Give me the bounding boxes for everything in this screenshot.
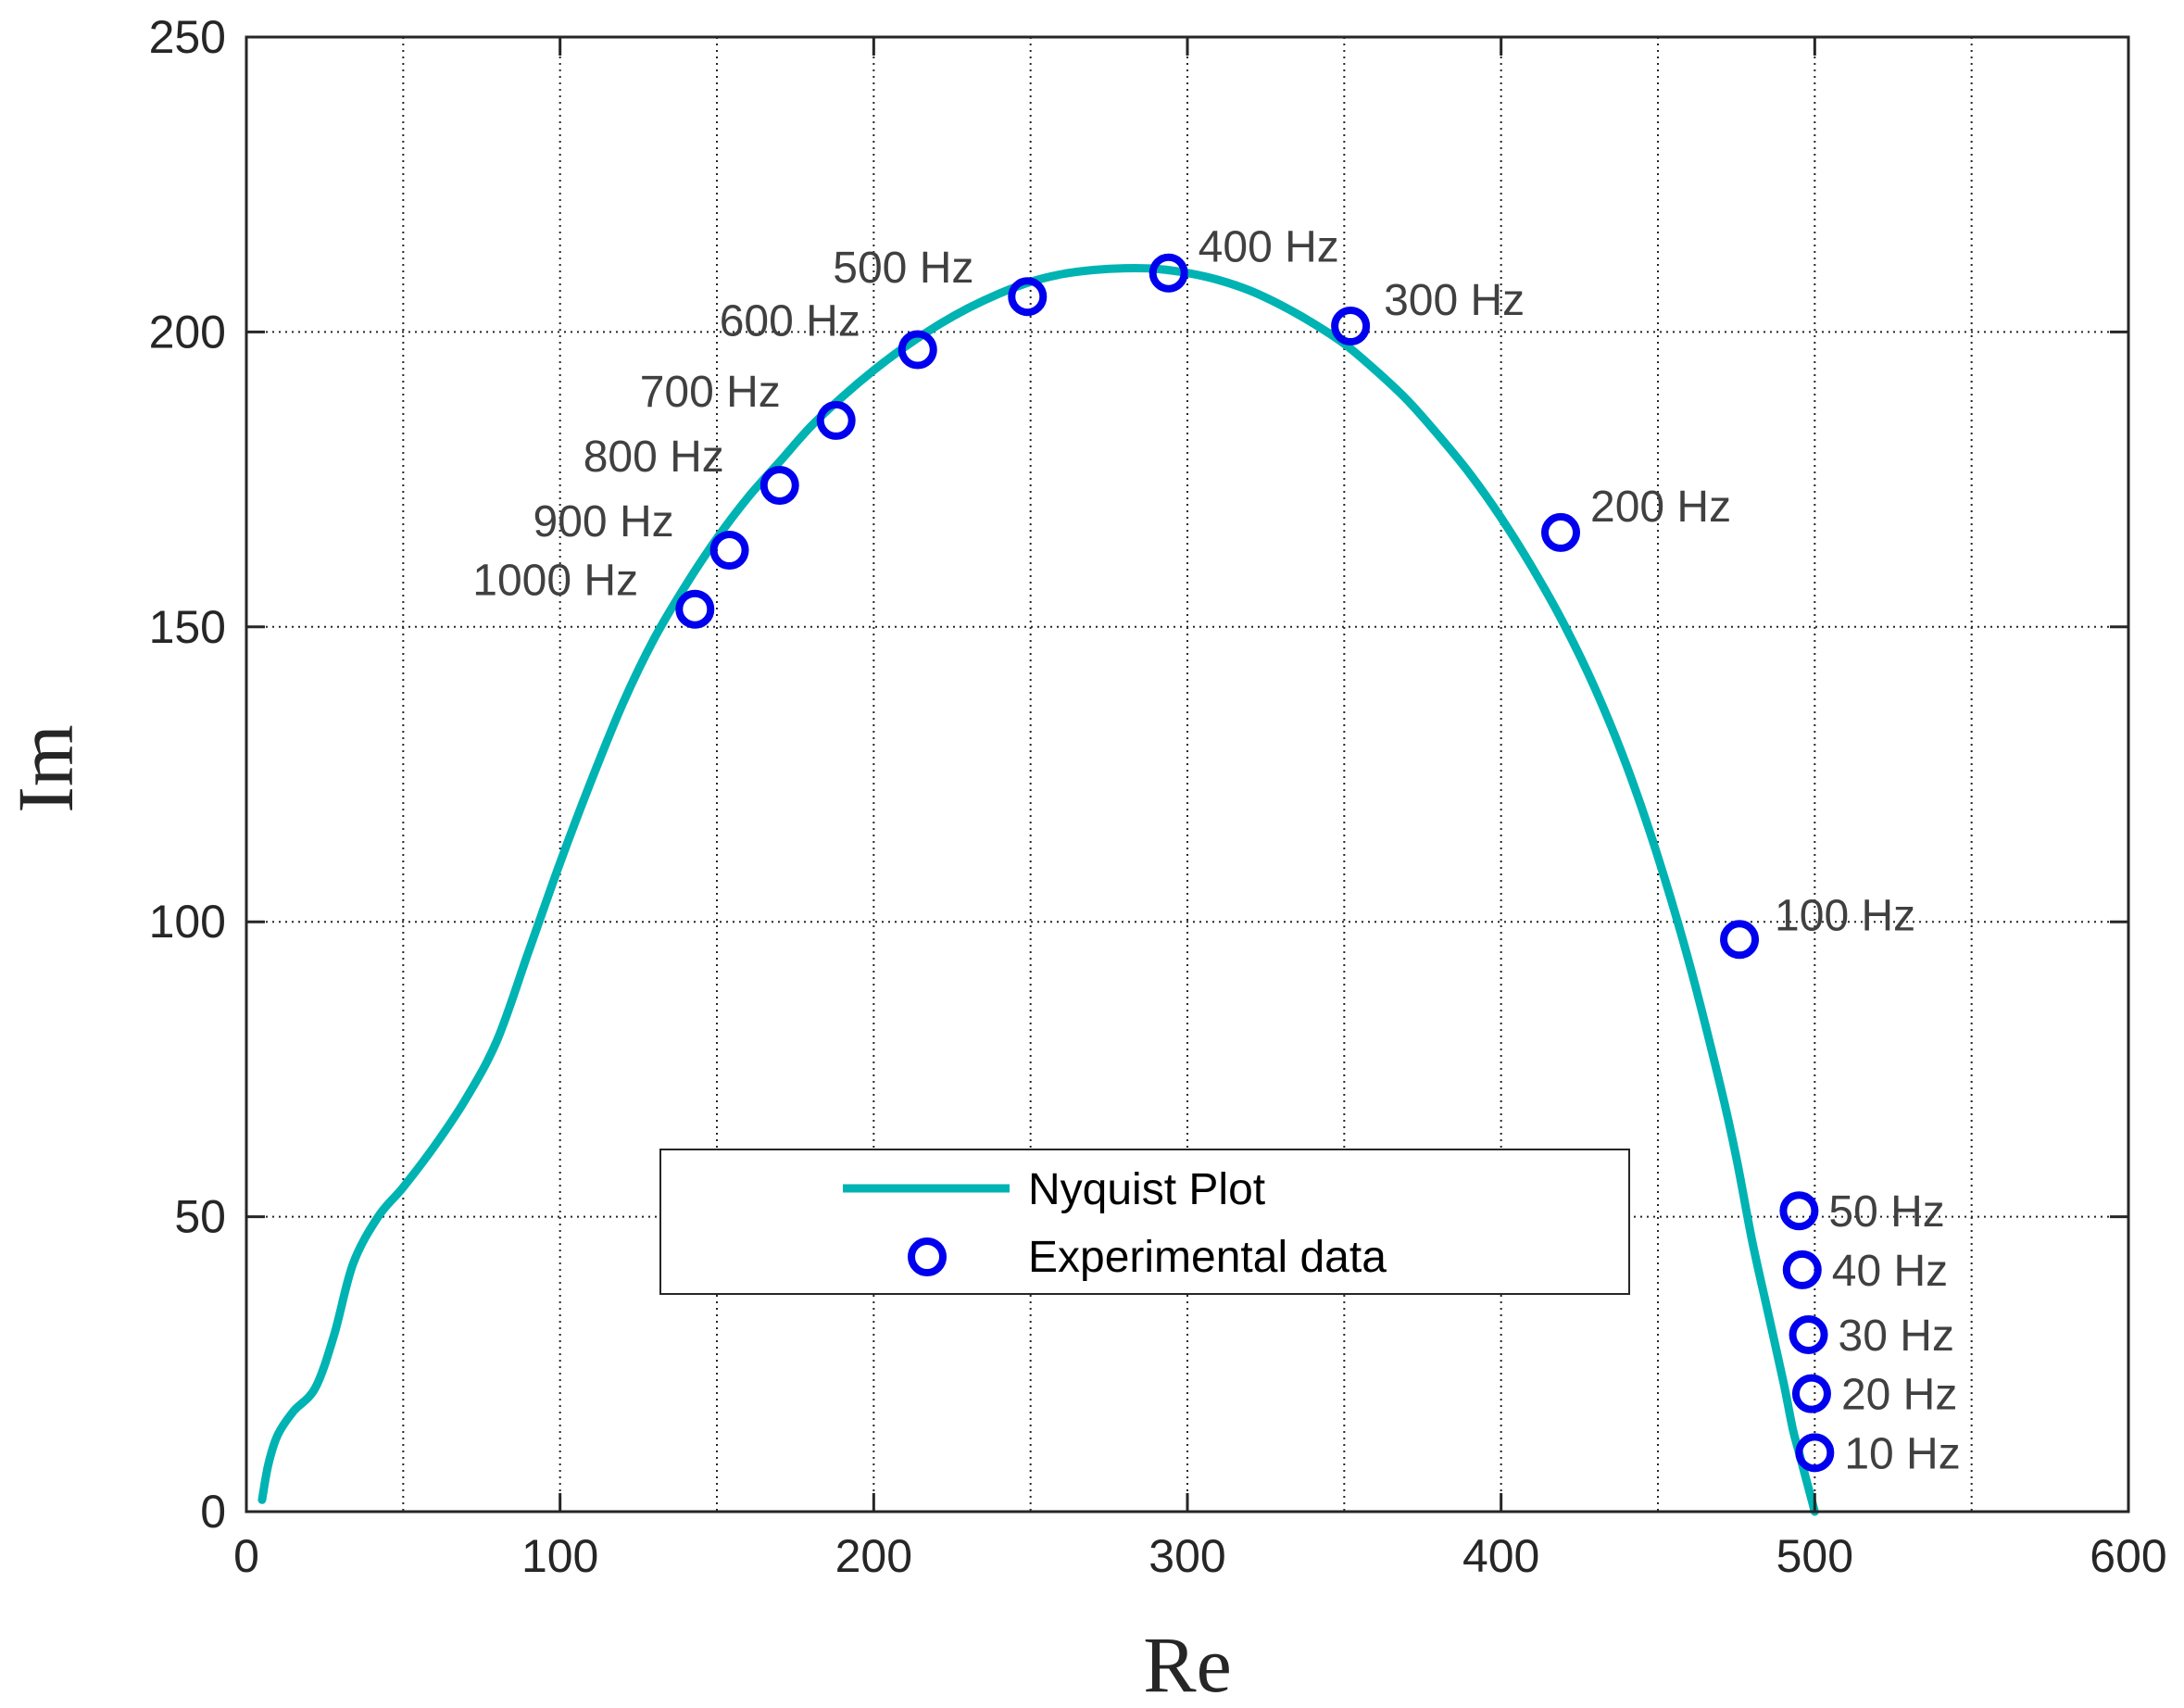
frequency-label: 500 Hz bbox=[833, 244, 973, 293]
experimental-data-marker bbox=[709, 531, 749, 571]
frequency-label: 40 Hz bbox=[1832, 1247, 1948, 1296]
experimental-data-marker bbox=[1720, 920, 1760, 960]
experimental-data-marker bbox=[675, 589, 715, 629]
experimental-data-marker bbox=[816, 400, 856, 440]
frequency-label: 400 Hz bbox=[1199, 223, 1339, 272]
experimental-data-marker bbox=[1148, 253, 1188, 293]
frequency-labels-layer: 10 Hz 20 Hz 30 Hz 40 Hz 50 Hz 100 Hz 200 Hz 300… bbox=[472, 223, 1960, 1479]
x-tick-label: 500 bbox=[1776, 1530, 1853, 1582]
experimental-data-marker bbox=[1541, 512, 1581, 552]
frequency-label: 300 Hz bbox=[1384, 276, 1525, 325]
frequency-label: 10 Hz bbox=[1844, 1429, 1960, 1478]
x-tick-label: 400 bbox=[1462, 1530, 1539, 1582]
axes bbox=[245, 35, 2130, 1513]
frequency-label: 900 Hz bbox=[533, 497, 674, 546]
x-tick-label: 300 bbox=[1148, 1530, 1225, 1582]
experimental-data-marker bbox=[1782, 1250, 1822, 1289]
experimental-data-marker bbox=[759, 465, 799, 505]
x-tick-label: 0 bbox=[233, 1530, 259, 1582]
x-tick-label: 600 bbox=[2090, 1530, 2166, 1582]
experimental-data-marker bbox=[1791, 1374, 1831, 1413]
y-tick-label: 0 bbox=[200, 1486, 226, 1538]
experimental-data-marker bbox=[1779, 1191, 1819, 1231]
y-tick-label: 100 bbox=[149, 896, 226, 948]
y-tick-label: 200 bbox=[149, 306, 226, 358]
experimental-data-marker bbox=[1008, 277, 1048, 317]
experimental-data-marker bbox=[1789, 1314, 1828, 1354]
y-axis-title: Im bbox=[1, 724, 90, 813]
frequency-label: 30 Hz bbox=[1839, 1312, 1954, 1361]
frequency-label: 800 Hz bbox=[584, 433, 724, 482]
frequency-label: 50 Hz bbox=[1828, 1187, 1944, 1237]
frequency-label: 700 Hz bbox=[640, 368, 781, 417]
nyquist-curve-layer bbox=[257, 264, 1819, 1516]
frequency-label: 200 Hz bbox=[1590, 483, 1731, 532]
frequency-label: 600 Hz bbox=[720, 297, 860, 346]
y-tick-label: 50 bbox=[174, 1191, 226, 1243]
legend-marker-swatch bbox=[908, 1237, 947, 1276]
y-tick-label: 150 bbox=[149, 601, 226, 653]
x-tick-label: 200 bbox=[835, 1530, 912, 1582]
y-tick-label: 250 bbox=[149, 11, 226, 63]
x-tick-label: 100 bbox=[521, 1530, 598, 1582]
frequency-label: 20 Hz bbox=[1841, 1371, 1957, 1420]
experimental-data-marker bbox=[1331, 307, 1371, 346]
legend-label-nyquist: Nyquist Plot bbox=[1028, 1165, 1265, 1214]
experimental-data-marker bbox=[1795, 1433, 1835, 1473]
legend-label-experimental: Experimental data bbox=[1028, 1233, 1387, 1282]
legend-box bbox=[659, 1149, 1630, 1295]
experimental-markers-layer bbox=[675, 253, 1835, 1473]
experimental-data-marker bbox=[897, 330, 937, 370]
x-axis-title: Re bbox=[1143, 1620, 1232, 1708]
frequency-label: 1000 Hz bbox=[472, 557, 638, 606]
legend: Nyquist Plot Experimental data bbox=[659, 1149, 1630, 1295]
frequency-label: 100 Hz bbox=[1775, 891, 1915, 940]
tick-labels: 0 100 200 300 400 500 600 0 50 100 150 200 250 bbox=[149, 11, 2167, 1582]
nyquist-plot-line bbox=[257, 264, 1819, 1516]
